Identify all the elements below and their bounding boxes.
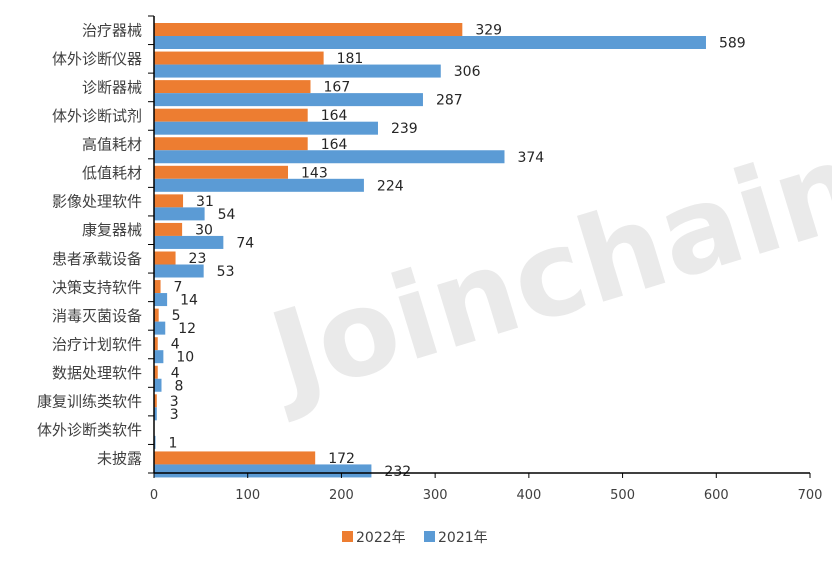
- data-label: 172: [328, 451, 355, 467]
- data-label: 4: [171, 337, 180, 353]
- data-label: 3: [170, 407, 179, 423]
- data-label: 8: [174, 378, 183, 394]
- bar-series1: [154, 165, 289, 179]
- bar-series1: [154, 108, 308, 122]
- data-label: 164: [321, 108, 348, 124]
- bar-series2: [154, 293, 168, 307]
- category-label: 高值耗材: [82, 136, 142, 154]
- data-label: 7: [174, 280, 183, 296]
- data-label: 239: [391, 121, 418, 137]
- data-label: 74: [236, 235, 254, 251]
- category-label: 治疗器械: [82, 21, 142, 39]
- data-label: 3: [170, 394, 179, 410]
- category-label: 体外诊断仪器: [52, 50, 142, 68]
- bar-series2: [154, 36, 706, 49]
- legend: 2022年 2021年: [342, 530, 488, 546]
- x-tick-label: 300: [423, 488, 448, 503]
- bar-series2: [154, 378, 162, 392]
- x-tick-label: 500: [610, 488, 635, 503]
- bar-series2: [154, 207, 205, 221]
- data-label: 589: [719, 36, 746, 52]
- bar-series1: [154, 51, 324, 65]
- data-label: 4: [171, 365, 180, 381]
- bar-series1: [154, 23, 463, 36]
- bar-series1: [154, 137, 308, 151]
- bar-series1: [154, 280, 161, 294]
- data-label: 1: [169, 435, 178, 451]
- bar-series2: [154, 64, 441, 78]
- data-label: 224: [377, 178, 404, 194]
- x-tick-label: 600: [704, 488, 729, 503]
- x-tick-label: 200: [329, 488, 354, 503]
- data-label: 10: [176, 350, 194, 366]
- bar-series1: [154, 451, 316, 465]
- data-label: 31: [196, 194, 214, 210]
- data-label: 12: [178, 321, 196, 337]
- data-label: 287: [436, 93, 463, 109]
- category-label: 康复训练类软件: [37, 393, 142, 411]
- bar-series2: [154, 121, 378, 135]
- category-label: 影像处理软件: [52, 193, 142, 211]
- x-axis: 0 100 200 300 400 500 600 700: [150, 472, 823, 503]
- data-label: 54: [218, 207, 236, 223]
- bar-series2: [154, 407, 157, 421]
- bar-series1: [154, 194, 184, 208]
- bars-group: 3295891813061672871642391643741432243154…: [154, 23, 746, 480]
- bar-series2: [154, 93, 423, 107]
- category-label: 体外诊断试剂: [52, 107, 142, 125]
- category-label: 体外诊断类软件: [37, 421, 142, 439]
- data-label: 5: [172, 308, 181, 324]
- bar-series2: [154, 150, 505, 164]
- data-label: 306: [454, 64, 481, 80]
- x-tick-label: 700: [798, 488, 823, 503]
- bar-series1: [154, 337, 158, 351]
- category-label: 数据处理软件: [52, 364, 142, 382]
- x-tick-label: 0: [150, 488, 158, 503]
- bar-series1: [154, 222, 183, 236]
- category-label: 诊断器械: [82, 78, 142, 96]
- data-label: 164: [321, 137, 348, 153]
- legend-swatch: [342, 531, 353, 542]
- category-label: 康复器械: [82, 221, 142, 239]
- category-label: 患者承载设备: [52, 250, 142, 268]
- bar-series1: [154, 251, 176, 265]
- data-label: 14: [180, 293, 198, 309]
- bar-series1: [154, 365, 158, 379]
- x-tick-label: 400: [516, 488, 541, 503]
- bar-series1: [154, 308, 159, 322]
- y-axis: 治疗器械体外诊断仪器诊断器械体外诊断试剂高值耗材低值耗材影像处理软件康复器械患者…: [37, 15, 155, 474]
- bar-series2: [154, 235, 224, 249]
- data-label: 374: [517, 150, 544, 166]
- data-label: 143: [301, 165, 328, 181]
- category-label: 决策支持软件: [52, 278, 142, 296]
- data-label: 181: [337, 51, 364, 67]
- data-label: 232: [384, 464, 411, 480]
- category-label: 治疗计划软件: [52, 335, 142, 353]
- data-label: 329: [475, 23, 502, 39]
- data-label: 30: [195, 222, 213, 238]
- data-label: 23: [189, 251, 207, 267]
- legend-label: 2021年: [438, 530, 488, 546]
- category-label: 低值耗材: [82, 164, 142, 182]
- bar-series2: [154, 350, 164, 364]
- bar-series2: [154, 264, 204, 278]
- data-label: 53: [217, 264, 235, 280]
- bar-series2: [154, 321, 166, 335]
- category-label: 未披露: [97, 450, 142, 468]
- legend-label: 2022年: [356, 530, 406, 546]
- bar-series2: [154, 464, 372, 478]
- legend-swatch: [424, 531, 435, 542]
- bar-series1: [154, 80, 311, 94]
- bar-series1: [154, 394, 157, 408]
- x-tick-label: 100: [235, 488, 260, 503]
- category-label: 消毒灭菌设备: [52, 307, 142, 325]
- data-label: 167: [324, 80, 351, 96]
- bar-series2: [154, 178, 364, 192]
